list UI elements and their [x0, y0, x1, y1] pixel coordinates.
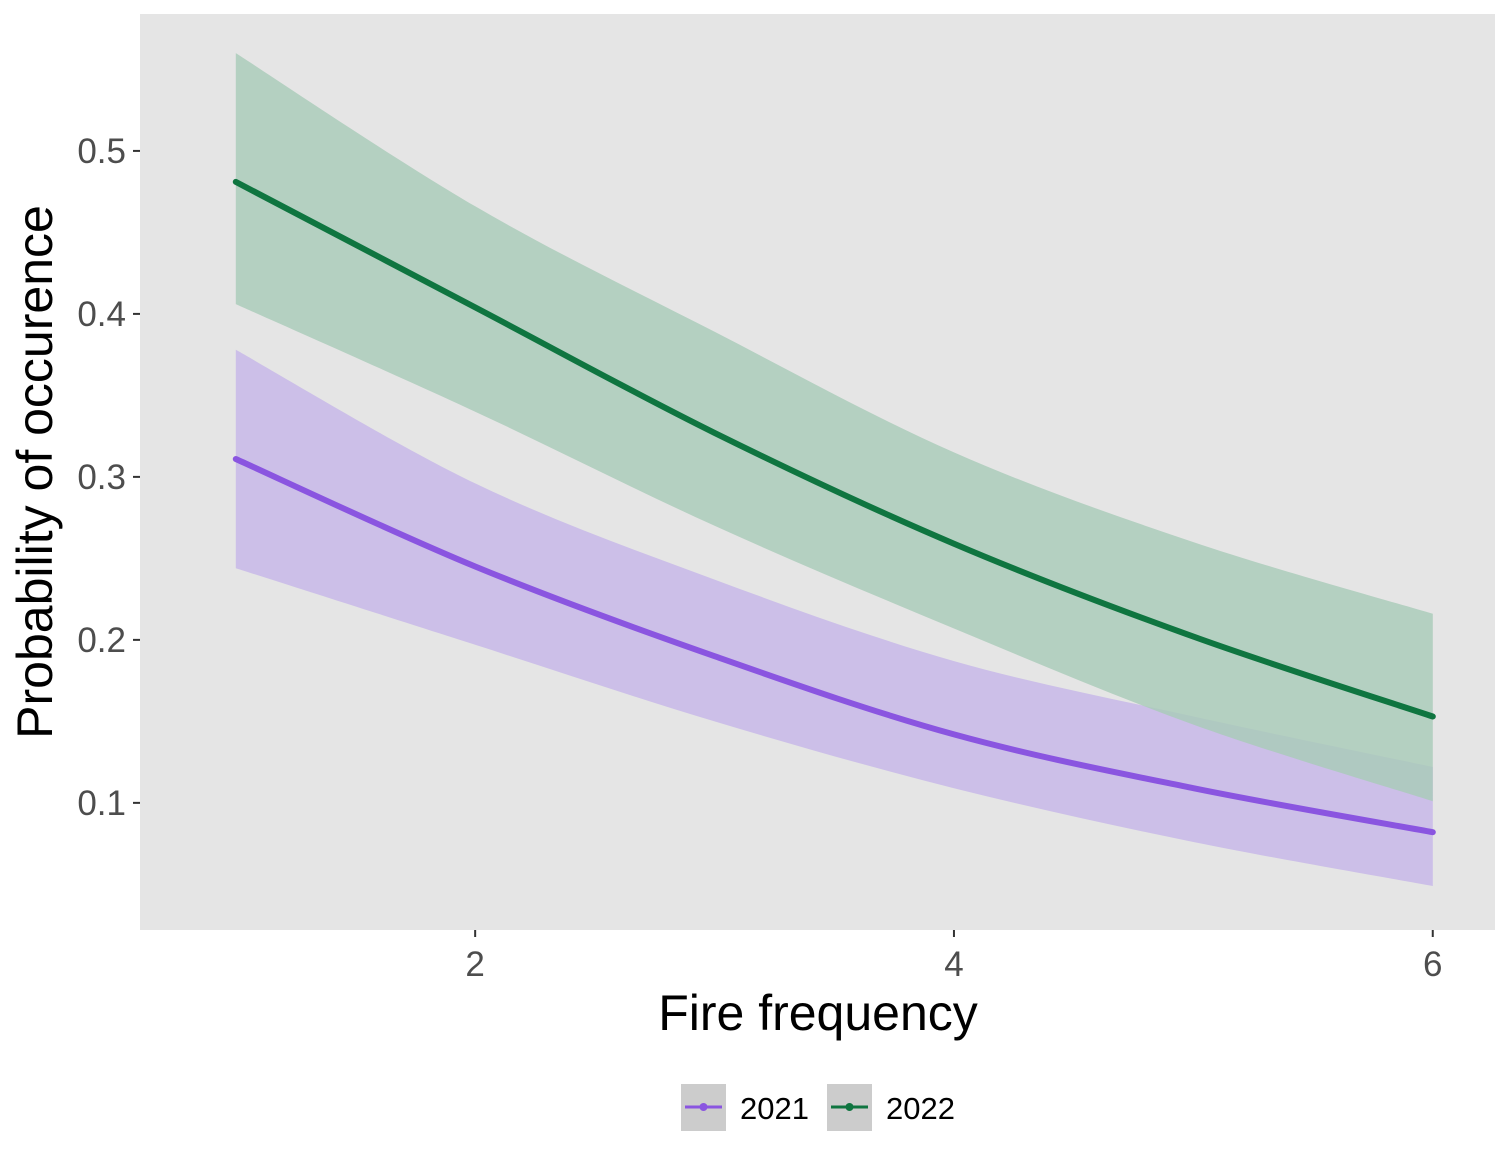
- ribbon-2021: [235, 349, 1433, 886]
- x-tick-label: 6: [1423, 945, 1442, 984]
- line-2022: [232, 178, 1436, 720]
- legend-key-point: [699, 1103, 708, 1111]
- y-axis-title: Probability of occurence: [7, 205, 63, 739]
- y-axis: 0.1 0.2 0.3 0.4 0.5: [77, 132, 140, 823]
- series-lines: [232, 178, 1436, 836]
- y-tick-label: 0.1: [77, 784, 126, 823]
- x-axis-title: Fire frequency: [658, 985, 978, 1041]
- y-tick-label: 0.5: [77, 132, 126, 171]
- x-tick-label: 4: [944, 945, 963, 984]
- y-tick-label: 0.2: [77, 621, 126, 660]
- legend-label: 2021: [740, 1091, 809, 1126]
- line-2021: [232, 456, 1436, 836]
- x-axis: 2 4 6: [465, 930, 1442, 984]
- legend: 2021 2022: [681, 1084, 955, 1131]
- x-tick-label: 2: [465, 945, 484, 984]
- legend-label: 2022: [886, 1091, 955, 1126]
- legend-key-point: [845, 1103, 854, 1111]
- legend-item-2021: 2021: [681, 1084, 809, 1131]
- y-tick-label: 0.3: [77, 458, 126, 497]
- y-tick-label: 0.4: [77, 295, 126, 334]
- legend-item-2022: 2022: [827, 1084, 955, 1131]
